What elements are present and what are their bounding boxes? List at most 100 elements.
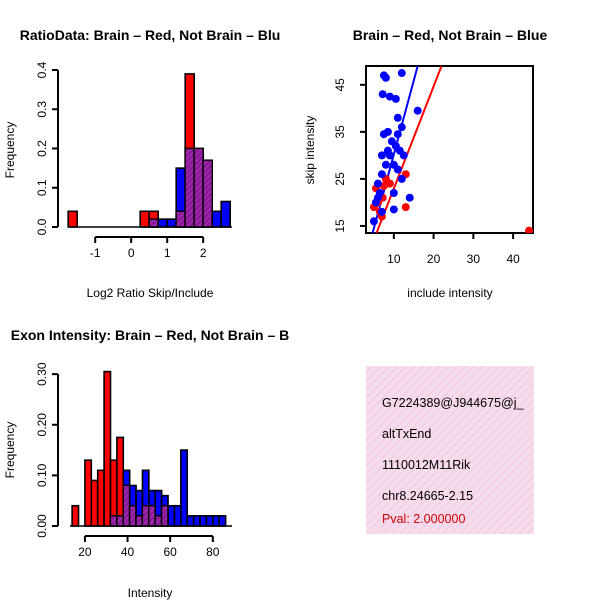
not-brain-fit-line (371, 66, 419, 233)
scatter-points (369, 66, 533, 233)
not-brain-point (377, 207, 386, 216)
brain-point (401, 203, 410, 212)
intensity-bar-not-brain (192, 515, 201, 527)
ratio-bar-overlap (193, 147, 204, 228)
not-brain-point (397, 69, 406, 78)
intensity-histogram-panel: Exon Intensity: Brain – Red, Not Brain –… (3, 327, 289, 600)
intensity-bar-not-brain (167, 504, 176, 527)
info-line-gene: 1110012M11Rik (382, 458, 471, 472)
not-brain-point (397, 174, 406, 183)
ratio-histogram-bars (67, 73, 232, 228)
intensity-histogram-ylabel: Frequency (3, 422, 17, 479)
scatter-axes: 10 20 30 40 15 25 35 45 (333, 78, 520, 266)
ratio-histogram-panel: RatioData: Brain – Red, Not Brain – Blu … (3, 27, 280, 300)
scatter-y-tick-label: 25 (333, 172, 347, 186)
intensity-bar-brain (96, 469, 105, 527)
scatter-plot-box (365, 65, 534, 234)
intensity-bar-overlap (129, 505, 137, 527)
intensity-bar-not-brain (199, 515, 208, 527)
intensity-scatter-panel: Brain – Red, Not Brain – Blue 10 20 30 40 15… (303, 27, 547, 300)
brain-point (385, 179, 394, 188)
intensity-bar-brain (90, 479, 99, 527)
ratio-bar-not-brain (211, 210, 222, 228)
ratio-histogram-title: RatioData: Brain – Red, Not Brain – Blu (20, 27, 281, 43)
intensity-bar-brain (103, 370, 112, 527)
not-brain-point (393, 130, 402, 139)
intensity-bar-not-brain (173, 504, 182, 527)
not-brain-point (397, 123, 406, 132)
intensity-bar-overlap (161, 505, 169, 527)
ratio-y-tick-label: 0.2 (35, 140, 49, 157)
ratio-bar-overlap (148, 218, 159, 228)
not-brain-point (381, 73, 390, 82)
not-brain-point (377, 170, 386, 179)
intensity-bar-overlap (109, 515, 118, 527)
not-brain-point (369, 217, 378, 226)
not-brain-point (375, 189, 384, 198)
intensity-y-tick-label: 0.10 (35, 463, 49, 487)
ratio-bar-brain (139, 210, 150, 228)
intensity-bar-not-brain (180, 449, 189, 527)
ratio-bar-brain (67, 210, 78, 228)
intensity-bar-overlap (141, 505, 150, 527)
intensity-x-tick-label: 20 (78, 545, 92, 559)
ratio-x-tick-label: 1 (164, 246, 171, 260)
not-brain-point (383, 127, 392, 136)
intensity-bar-brain (116, 436, 125, 527)
intensity-bar-not-brain (212, 515, 221, 527)
scatter-y-tick-label: 35 (333, 125, 347, 139)
ratio-x-tick-label: -1 (90, 246, 101, 260)
info-line-probe-id: G7224389@J944675@j_ (382, 396, 525, 410)
intensity-bar-not-brain (205, 515, 214, 527)
intensity-y-tick-label: 0.20 (35, 413, 49, 437)
intensity-bar-overlap (154, 515, 163, 527)
ratio-histogram-xlabel: Log2 Ratio Skip/Include (87, 286, 214, 300)
not-brain-point (391, 94, 400, 103)
ratio-histogram-ylabel: Frequency (3, 122, 17, 179)
ratio-x-tick-label: 2 (200, 246, 207, 260)
not-brain-point (381, 160, 390, 169)
info-line-pval: Pval: 2.000000 (382, 512, 465, 526)
not-brain-point (393, 165, 402, 174)
brain-point (525, 226, 533, 233)
not-brain-point (399, 151, 408, 160)
intensity-bar-not-brain (186, 515, 195, 527)
ratio-bar-overlap (202, 159, 213, 228)
not-brain-point (385, 151, 394, 160)
ratio-y-tick-label: 0.0 (35, 218, 49, 235)
scatter-x-tick-label: 20 (427, 252, 441, 266)
intensity-histogram-bars (70, 370, 232, 527)
intensity-histogram-axes: 0.00 0.10 0.20 0.30 20 40 60 80 (35, 362, 220, 559)
not-brain-point (389, 189, 398, 198)
scatter-x-tick-label: 40 (506, 252, 520, 266)
info-line-event-type: altTxEnd (382, 427, 431, 441)
intensity-bar-not-brain (218, 515, 227, 527)
scatter-x-tick-label: 30 (467, 252, 481, 266)
scatter-xlabel: include intensity (407, 286, 492, 300)
not-brain-point (373, 179, 382, 188)
ratio-bar-overlap (175, 210, 186, 228)
scatter-ylabel: skip intensity (303, 116, 317, 185)
not-brain-point (389, 205, 398, 214)
scatter-y-tick-label: 15 (333, 219, 347, 233)
intensity-y-tick-label: 0.00 (35, 514, 49, 538)
not-brain-point (413, 106, 422, 115)
ratio-y-tick-label: 0.3 (35, 101, 49, 118)
info-panel-background (366, 366, 534, 534)
info-line-location: chr8.24665-2.15 (382, 489, 473, 503)
intensity-bar-overlap (135, 515, 144, 527)
ratio-histogram-axes: 0.0 0.1 0.2 0.3 0.4 -1 0 1 2 (35, 61, 207, 260)
intensity-histogram-title: Exon Intensity: Brain – Red, Not Brain –… (11, 327, 290, 343)
ratio-bar-not-brain (220, 200, 231, 228)
intensity-bar-overlap (148, 505, 156, 527)
intensity-bar-overlap (116, 515, 124, 527)
intensity-histogram-xlabel: Intensity (128, 586, 173, 600)
ratio-x-tick-label: 0 (128, 246, 135, 260)
ratio-y-tick-label: 0.4 (35, 61, 49, 78)
intensity-x-tick-label: 40 (121, 545, 135, 559)
intensity-scatter-title: Brain – Red, Not Brain – Blue (353, 27, 548, 43)
intensity-y-tick-label: 0.30 (35, 362, 49, 386)
not-brain-point (393, 113, 402, 122)
intensity-bar-brain (71, 504, 80, 527)
